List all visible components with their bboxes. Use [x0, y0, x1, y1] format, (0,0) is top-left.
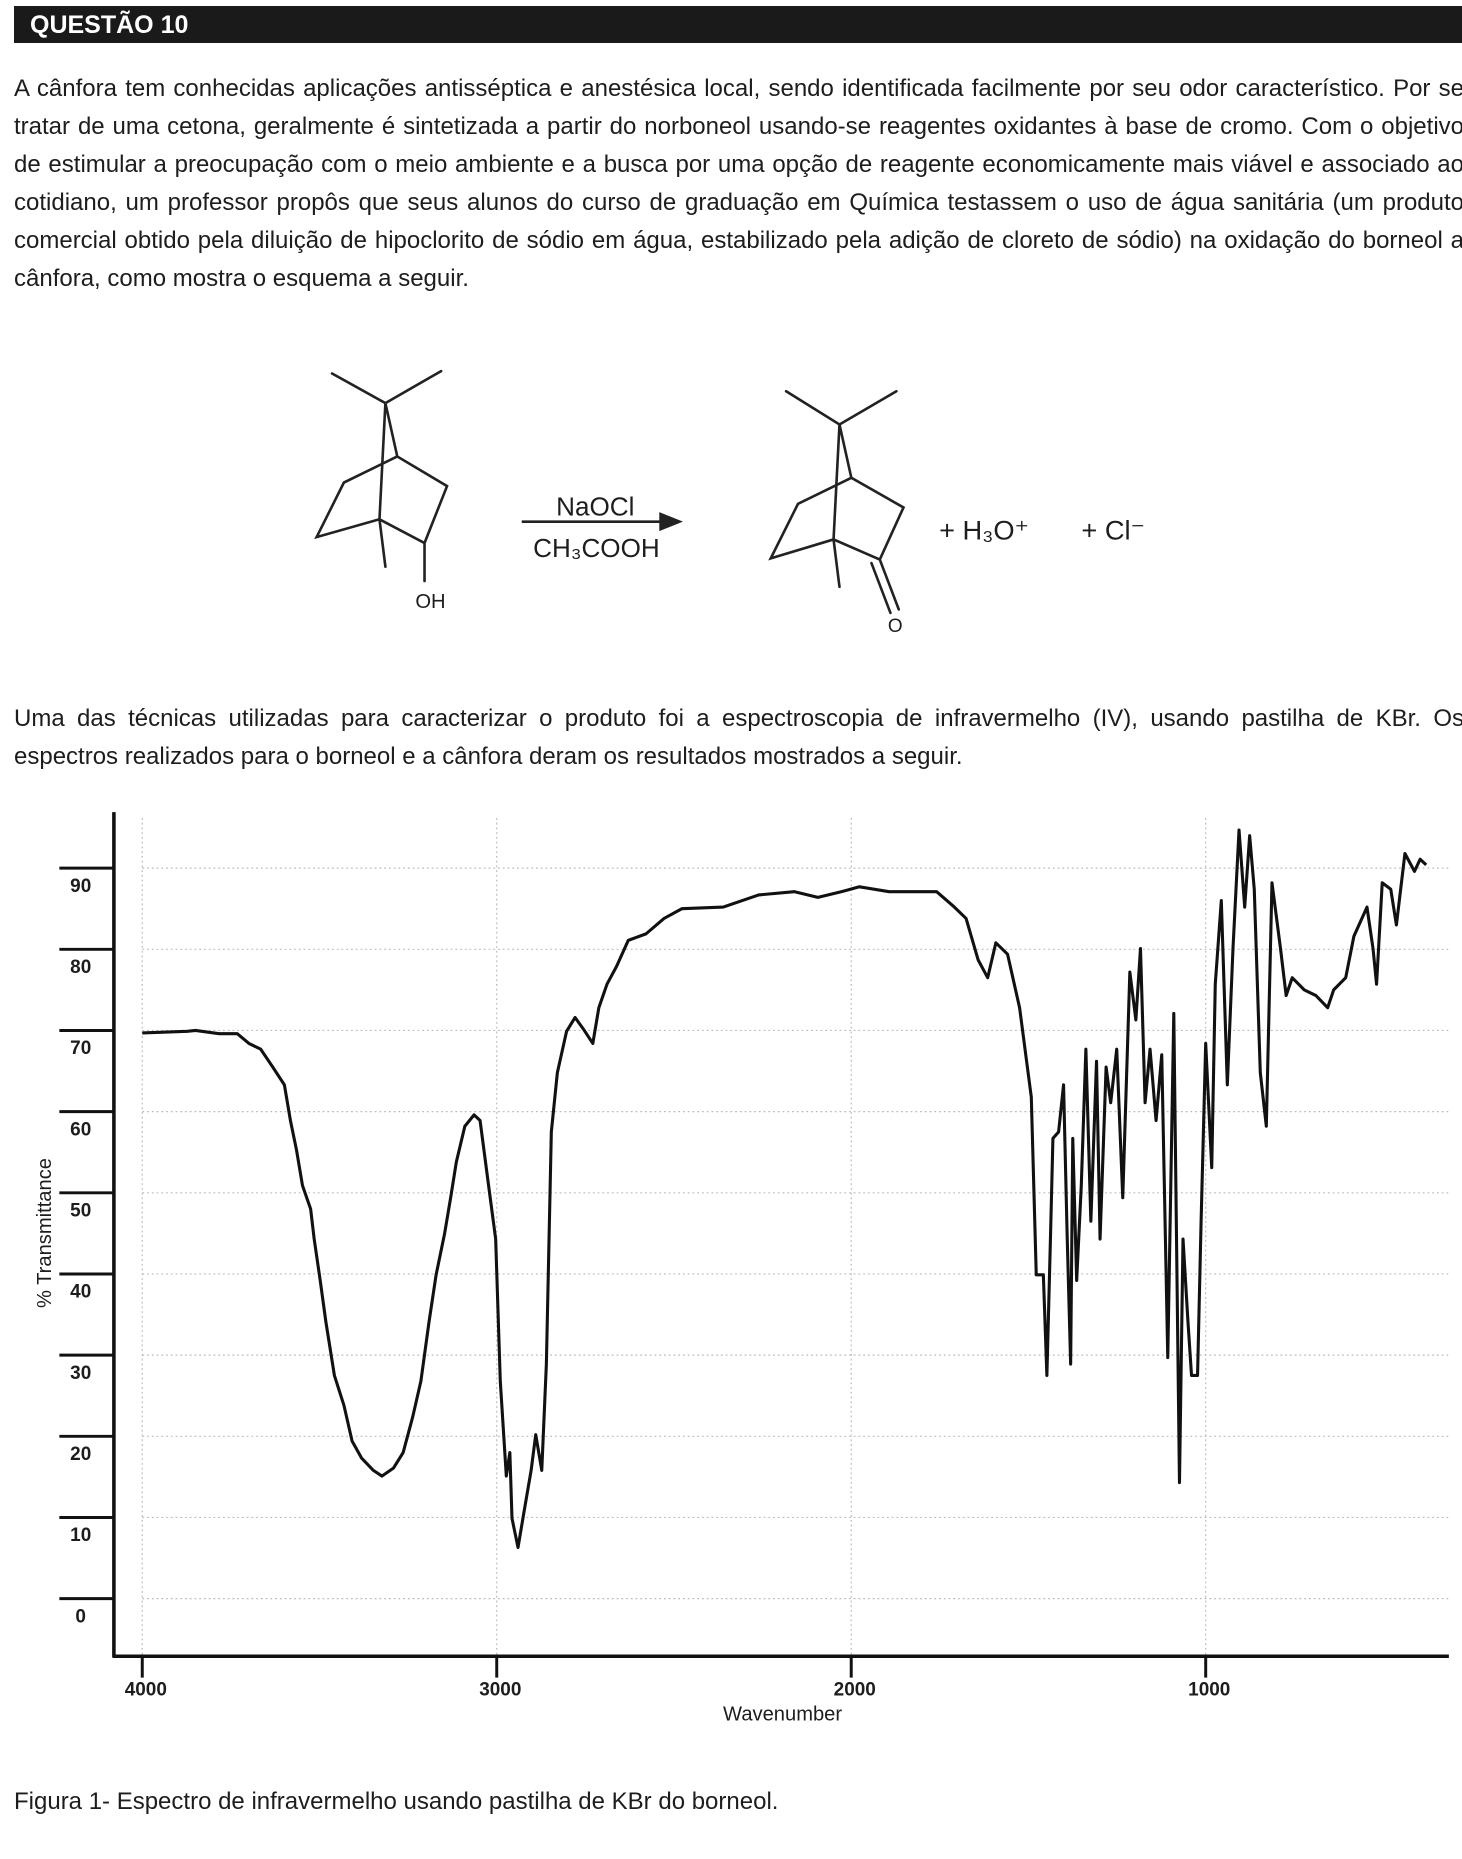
- byproduct-label: + H₃O⁺: [939, 514, 1029, 545]
- camphor-structure: [768, 389, 906, 615]
- carbonyl-label: O: [888, 616, 903, 637]
- paragraph: A cânfora tem conhecidas aplicações anti…: [14, 75, 1462, 292]
- ir-spectrum: 0 10 20 30 40 50 60 70 80 90 4000 3000 2000 1000 Waven…: [34, 812, 1449, 1725]
- spectrum-line: [142, 828, 1428, 1550]
- header-bar: QUESTÃO 10: [14, 6, 1462, 43]
- y-tick-label: 0: [75, 1606, 86, 1627]
- x-tick-label: 4000: [125, 1679, 167, 1700]
- y-tick-label: 40: [70, 1282, 91, 1303]
- y-tick-label: 90: [70, 876, 91, 897]
- reagent-label: NaOCl: [556, 492, 634, 522]
- x-tick-label: 1000: [1188, 1679, 1230, 1700]
- reaction-arrow: [521, 512, 683, 532]
- borneol-structure: [314, 369, 449, 583]
- question-title: QUESTÃO 10: [30, 11, 189, 39]
- y-axis-label: % Transmittance: [34, 1158, 56, 1308]
- x-tick-label: 2000: [834, 1679, 876, 1700]
- byproduct-label: + Cl⁻: [1081, 514, 1145, 545]
- paragraph: Uma das técnicas utilizadas para caracte…: [14, 705, 1462, 770]
- y-tick-label: 80: [70, 957, 91, 978]
- y-tick-label: 30: [70, 1363, 91, 1384]
- hydroxyl-label: OH: [415, 591, 445, 613]
- figure-caption: Figura 1- Espectro de infravermelho usan…: [14, 1788, 779, 1815]
- y-tick-label: 50: [70, 1201, 91, 1222]
- x-axis-label: Wavenumber: [723, 1703, 842, 1725]
- y-tick-label: 20: [70, 1444, 91, 1465]
- y-tick-label: 10: [70, 1525, 91, 1546]
- reagent-label: CH₃COOH: [533, 533, 660, 563]
- y-tick-label: 60: [70, 1119, 91, 1140]
- x-tick-label: 3000: [479, 1679, 521, 1700]
- y-tick-label: 70: [70, 1038, 91, 1059]
